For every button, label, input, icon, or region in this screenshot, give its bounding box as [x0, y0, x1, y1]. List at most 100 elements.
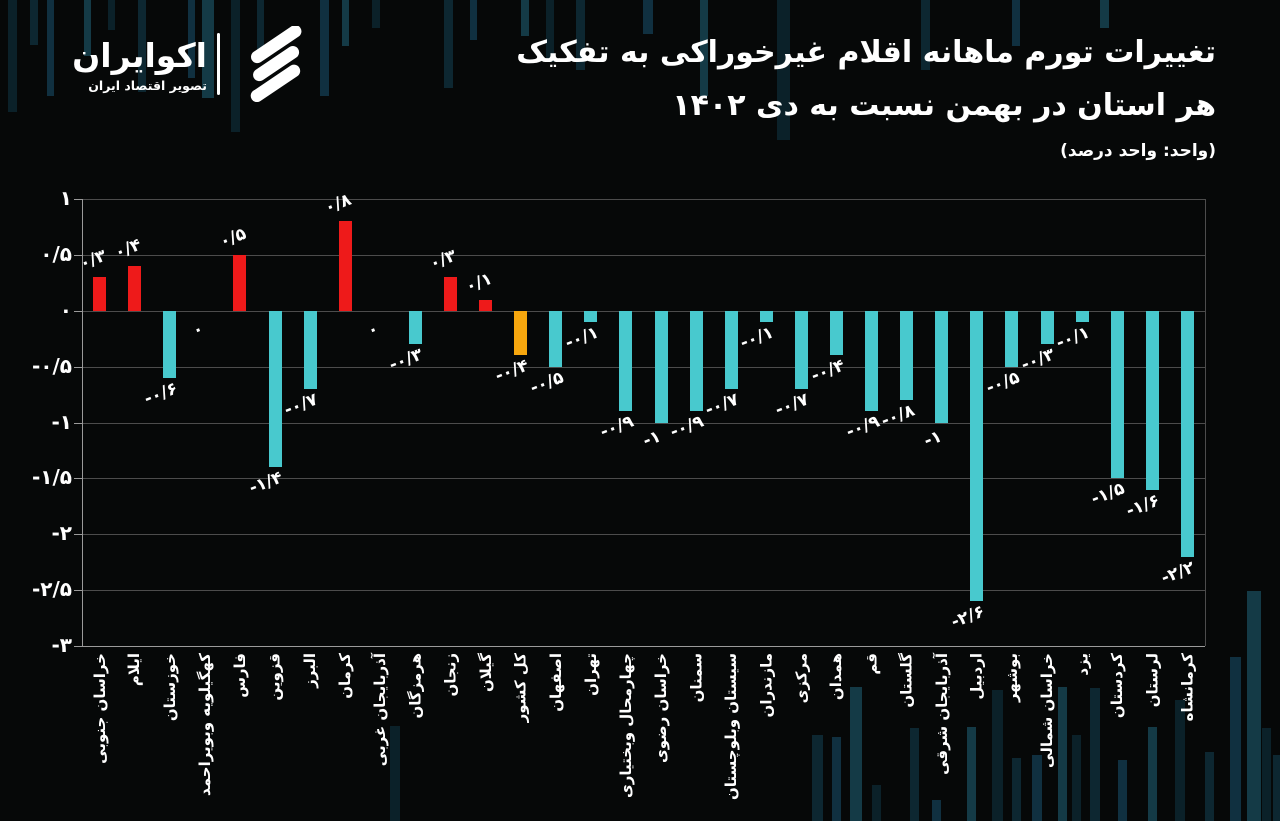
plot-right-border [1205, 199, 1206, 646]
gridline [82, 366, 1205, 368]
x-axis-label: کل کشور [511, 653, 530, 723]
x-axis-label: کرمانشاه [1178, 653, 1197, 722]
x-axis-label: تهران [581, 653, 600, 696]
background-bar-decoration [390, 726, 400, 821]
gridline [82, 422, 1205, 424]
y-axis-tick [74, 590, 82, 592]
y-axis-tick [74, 478, 82, 480]
x-axis-label: اصفهان [546, 653, 565, 712]
background-bar-decoration [342, 0, 349, 46]
y-axis-tick [74, 422, 82, 424]
background-bar-decoration [1262, 728, 1271, 821]
chart-title-line1: تغییرات تورم ماهانه اقلام غیرخوراکی به ت… [516, 35, 1216, 70]
bar-value-label: -۰/۱ [737, 322, 777, 354]
background-bar-decoration [470, 0, 477, 40]
background-bar-decoration [992, 690, 1003, 821]
y-axis-tick-label: -۲/۵ [31, 577, 72, 602]
bar-24 [935, 310, 949, 423]
background-bar-decoration [910, 728, 919, 821]
bar-16 [654, 310, 668, 423]
brand-logo: اکوایران تصویر اقتصاد ایران [35, 26, 320, 102]
background-bar-decoration [1148, 727, 1157, 821]
bar-value-label: -۰/۷ [281, 389, 321, 421]
background-bar-decoration [921, 0, 930, 70]
bar-value-label: ۰ [189, 318, 207, 341]
bar-value-label: -۰/۴ [808, 356, 847, 387]
background-bar-decoration [812, 735, 823, 821]
y-axis-tick [74, 254, 82, 256]
background-bar-decoration [1012, 0, 1020, 46]
x-axis-label: ایلام [125, 653, 144, 687]
x-axis-label: کرمان [336, 653, 355, 699]
x-axis-label: لرستان [1143, 653, 1162, 708]
bar-30 [1145, 310, 1159, 490]
bar-29 [1110, 310, 1124, 479]
background-bar-decoration [30, 0, 38, 45]
bar-20 [794, 310, 808, 389]
y-axis-tick-label: -۱/۵ [31, 465, 72, 490]
y-axis-tick [74, 534, 82, 536]
background-bar-decoration [257, 0, 264, 55]
x-axis-label: خراسان شمالی [1038, 653, 1057, 768]
x-axis-label: خوزستان [160, 653, 179, 722]
background-bar-decoration [202, 0, 214, 98]
bar-0 [93, 277, 107, 311]
bar-22 [865, 310, 879, 412]
gridline [82, 254, 1205, 256]
y-axis-tick [74, 199, 82, 200]
bar-6 [303, 310, 317, 389]
brand-name: اکوایران [72, 35, 207, 75]
bar-4 [233, 254, 247, 311]
bar-value-label: -۱ [640, 426, 664, 451]
x-axis-label: یزد [1073, 653, 1092, 676]
background-bar-decoration [700, 0, 708, 96]
bar-value-label: -۱ [921, 426, 945, 451]
bar-12 [514, 310, 528, 356]
background-bar-decoration [967, 727, 976, 821]
y-axis-tick-label: ۰/۵ [40, 241, 72, 266]
x-axis-label: کهگیلویه وبویراحمد [195, 653, 214, 796]
gridline [82, 646, 1205, 647]
x-axis-label: البرز [301, 653, 320, 688]
x-axis-label: سیستان وبلوچستان [722, 653, 741, 801]
background-bar-decoration [1100, 0, 1109, 28]
background-bar-decoration [1118, 760, 1127, 821]
x-axis-label: اردبیل [967, 653, 986, 700]
bar-value-label: -۲/۲ [1158, 557, 1198, 589]
brand-tagline: تصویر اقتصاد ایران [88, 77, 207, 93]
unit-note: (واحد: واحد درصد) [1060, 141, 1216, 161]
bar-value-label: -۰/۸ [878, 400, 918, 432]
y-axis-line [82, 199, 83, 646]
bar-value-label: -۰/۳ [386, 344, 426, 376]
background-bar-decoration [1175, 700, 1185, 821]
x-axis-label: زنجان [441, 653, 460, 697]
x-axis-label: قزوین [266, 653, 285, 701]
bar-value-label: -۱/۵ [1088, 478, 1128, 510]
gridline [82, 534, 1205, 536]
x-axis-label: گلستان [897, 653, 916, 708]
background-bar-decoration [850, 687, 862, 821]
x-axis-label: مازندران [757, 653, 776, 718]
bar-value-label: ۰/۱ [462, 268, 495, 297]
background-bar-decoration [576, 0, 585, 70]
y-axis-tick-label: ۰ [59, 297, 72, 322]
bar-21 [830, 310, 844, 356]
y-axis-tick-label: ۱ [59, 186, 72, 210]
bar-25 [970, 310, 984, 602]
bar-value-label: -۰/۷ [772, 389, 812, 421]
background-bar-decoration [1205, 752, 1214, 821]
background-bar-decoration [1032, 755, 1042, 821]
bar-26 [1005, 310, 1019, 367]
background-bar-decoration [188, 0, 195, 78]
x-axis-label: سمنان [687, 653, 706, 703]
x-axis-label: گیلان [476, 653, 495, 693]
bar-11 [479, 299, 493, 311]
gridline [82, 199, 1205, 200]
x-axis-label: چهارمحال وبختیاری [616, 653, 635, 798]
background-bar-decoration [777, 0, 790, 140]
bar-value-label: ۰/۵ [216, 223, 250, 253]
background-bar-decoration [1090, 688, 1100, 821]
bar-value-label: ۰/۴ [111, 234, 144, 264]
ecoiran-logo-icon [250, 26, 302, 102]
brand-text-block: اکوایران تصویر اقتصاد ایران [35, 36, 207, 93]
